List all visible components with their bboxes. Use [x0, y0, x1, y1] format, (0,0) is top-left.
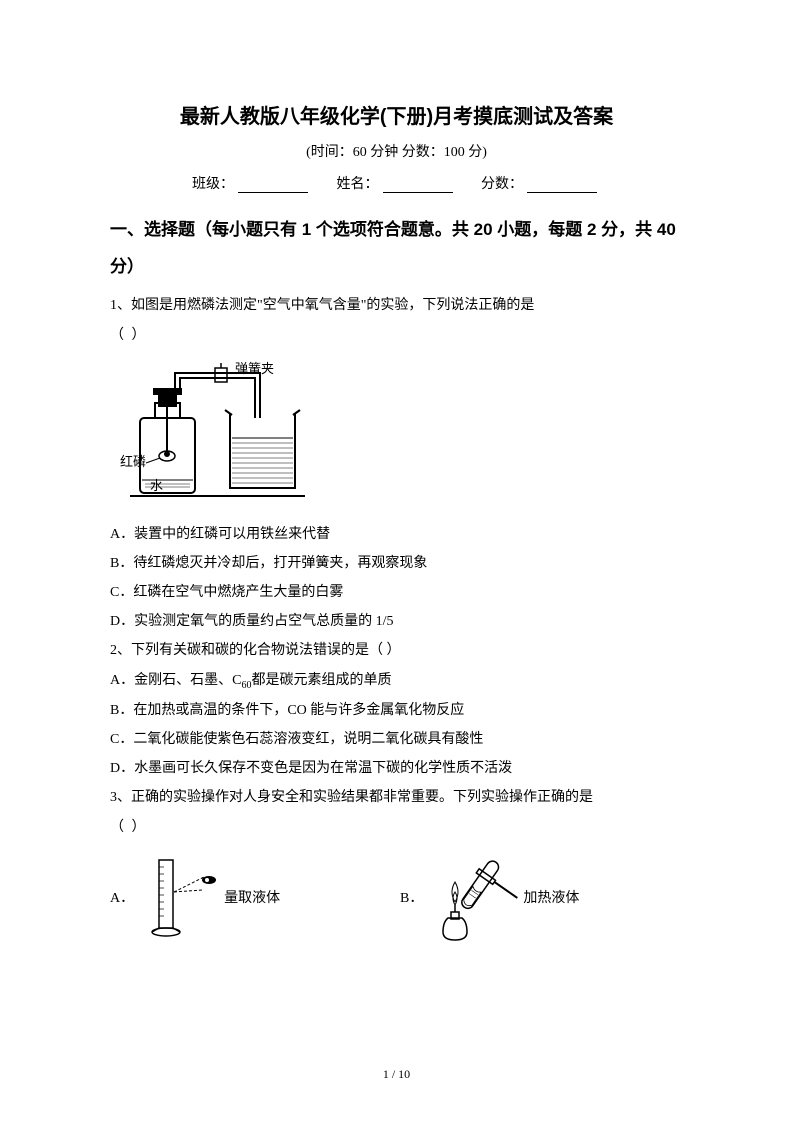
q1-paren: （ ）	[110, 322, 683, 350]
q2-optD: D．水墨画可长久保存不变色是因为在常温下碳的化学性质不活泼	[110, 755, 683, 783]
name-label: 姓名：	[337, 177, 379, 192]
subtitle: (时间：60 分钟 分数：100 分)	[110, 141, 683, 161]
class-blank	[238, 177, 308, 193]
q3-optB: B． 加热液体	[400, 850, 579, 945]
q1-optA: A．装置中的红磷可以用铁丝来代替	[110, 521, 683, 549]
q3-optB-text: 加热液体	[523, 887, 579, 907]
q3-options-row: A． 量取液体 B．	[110, 850, 683, 945]
q3-text: 3、正确的实验操作对人身安全和实验结果都非常重要。下列实验操作正确的是	[110, 784, 683, 812]
q1-optD: D．实验测定氧气的质量约占空气总质量的 1/5	[110, 608, 683, 636]
section-header: 一、选择题（每小题只有 1 个选项符合题意。共 20 小题，每题 2 分，共 4…	[110, 211, 683, 286]
score-blank	[527, 177, 597, 193]
q1-optB: B．待红磷熄灭并冷却后，打开弹簧夹，再观察现象	[110, 550, 683, 578]
q2-text: 2、下列有关碳和碳的化合物说法错误的是（ ）	[110, 637, 683, 665]
heating-liquid-icon	[423, 850, 523, 945]
class-label: 班级：	[192, 177, 234, 192]
q2-optA-sub: 60	[241, 680, 251, 691]
name-blank	[383, 177, 453, 193]
q3-optA-label: A．	[110, 887, 134, 907]
q1-text: 1、如图是用燃磷法测定"空气中氧气含量"的实验，下列说法正确的是	[110, 292, 683, 320]
q1-diagram: 弹簧夹 红磷 水	[120, 358, 683, 513]
svg-text:水: 水	[150, 478, 163, 493]
info-line: 班级： 姓名： 分数：	[110, 173, 683, 193]
q2-optC: C．二氧化碳能使紫色石蕊溶液变红，说明二氧化碳具有酸性	[110, 726, 683, 754]
q3-optB-label: B．	[400, 887, 423, 907]
q3-paren: （ ）	[110, 814, 683, 842]
q3-optA-text: 量取液体	[224, 887, 280, 907]
graduated-cylinder-icon	[134, 852, 224, 942]
q2-optA: A．金刚石、石墨、C60都是碳元素组成的单质	[110, 667, 683, 696]
score-label: 分数：	[481, 177, 523, 192]
svg-text:红磷: 红磷	[120, 454, 146, 469]
diagram-clip-label: 弹簧夹	[235, 361, 274, 376]
page-title: 最新人教版八年级化学(下册)月考摸底测试及答案	[110, 100, 683, 129]
q2-optB: B．在加热或高温的条件下，CO 能与许多金属氧化物反应	[110, 697, 683, 725]
q2-optA-pre: A．金刚石、石墨、C	[110, 673, 241, 688]
q2-optA-post: 都是碳元素组成的单质	[251, 673, 391, 688]
page-number: 1 / 10	[0, 1067, 793, 1082]
q1-optC: C．红磷在空气中燃烧产生大量的白雾	[110, 579, 683, 607]
q3-optA: A． 量取液体	[110, 852, 400, 942]
